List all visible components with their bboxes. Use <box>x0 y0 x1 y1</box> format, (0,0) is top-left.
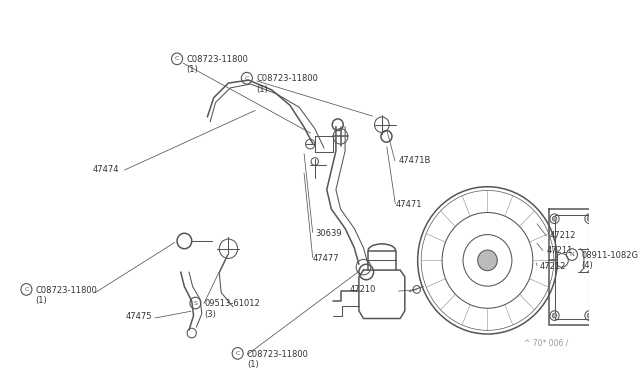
Text: C: C <box>24 287 29 292</box>
Circle shape <box>552 216 557 221</box>
Text: ^ 70* 006 /: ^ 70* 006 / <box>524 339 568 347</box>
Text: 47471B: 47471B <box>398 156 431 165</box>
Text: 47210: 47210 <box>349 285 376 294</box>
Text: 08911-1082G
(4): 08911-1082G (4) <box>581 251 638 270</box>
Text: 47477: 47477 <box>313 254 340 263</box>
Text: 09513-61012
(3): 09513-61012 (3) <box>205 299 260 318</box>
Text: S: S <box>193 301 197 305</box>
Text: 47474: 47474 <box>93 165 119 174</box>
Text: 47212: 47212 <box>540 262 566 271</box>
Circle shape <box>552 313 557 318</box>
Text: C: C <box>244 76 249 81</box>
Text: C08723-11800
(1): C08723-11800 (1) <box>247 350 308 369</box>
Text: C: C <box>236 351 240 356</box>
Circle shape <box>587 313 592 318</box>
Text: 47475: 47475 <box>125 312 152 321</box>
Text: N: N <box>570 252 574 257</box>
Text: 47471: 47471 <box>396 200 422 209</box>
Text: 30639: 30639 <box>316 229 342 238</box>
Circle shape <box>477 250 497 271</box>
Text: C08723-11800
(1): C08723-11800 (1) <box>36 286 97 305</box>
Text: C: C <box>175 56 179 61</box>
Text: C08723-11800
(1): C08723-11800 (1) <box>186 55 248 74</box>
Text: 47212: 47212 <box>550 231 576 240</box>
Circle shape <box>587 216 592 221</box>
Text: C08723-11800
(1): C08723-11800 (1) <box>256 74 318 94</box>
Text: 47211: 47211 <box>547 246 573 255</box>
